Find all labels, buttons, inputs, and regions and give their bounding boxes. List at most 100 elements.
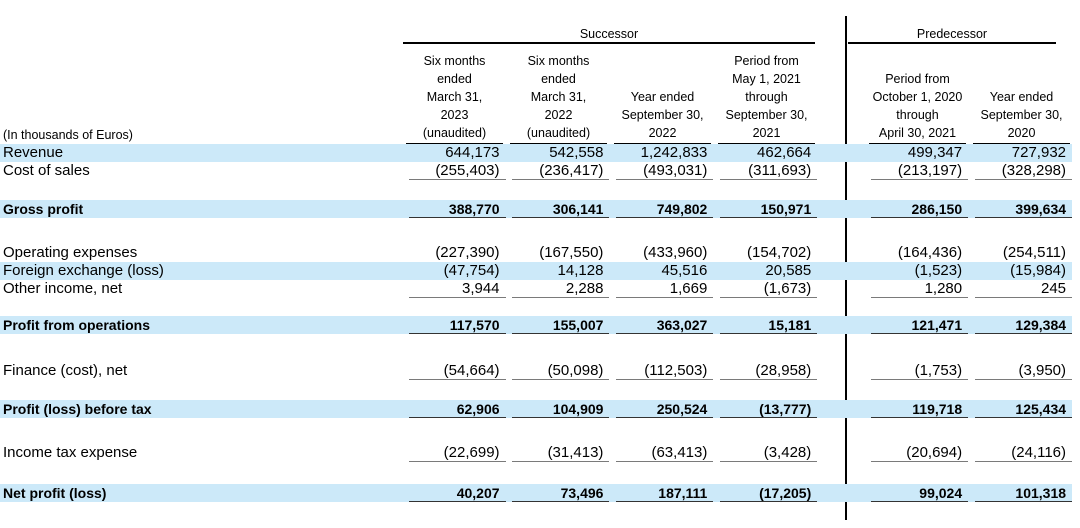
value-cell: 388,770 (402, 200, 506, 218)
cell-value: (1,753) (871, 362, 969, 380)
column-header-cell: Six months ended March 31, 2022 (unaudit… (503, 52, 607, 144)
value-cell: (15,984) (968, 262, 1072, 280)
value-cell: (213,197) (864, 162, 969, 180)
cell-value: 1,669 (616, 280, 714, 298)
group-header-predecessor: Predecessor (848, 26, 1056, 44)
cell-value: (31,413) (512, 444, 610, 462)
column-header: Period from May 1, 2021 through Septembe… (718, 52, 815, 144)
cell-value: (311,693) (720, 162, 818, 180)
cell-value: (328,298) (975, 162, 1073, 180)
value-cell: 462,664 (713, 144, 817, 162)
value-cell: 250,524 (609, 400, 714, 418)
cell-value: (213,197) (871, 162, 969, 180)
column-header-cell: Year ended September 30, 2020 (966, 88, 1070, 144)
cell-value: (22,699) (408, 444, 506, 462)
row-label: Cost of sales (3, 162, 90, 179)
value-cell: (167,550) (506, 244, 610, 262)
cell-value: (50,098) (512, 362, 610, 380)
cell-value: (17,205) (720, 484, 818, 502)
column-header-cell: Six months ended March 31, 2023 (unaudit… (399, 52, 503, 144)
cell-value: 119,718 (871, 400, 969, 418)
cell-value: 45,516 (661, 262, 708, 279)
cell-value: 250,524 (616, 400, 714, 418)
cell-value: 399,634 (975, 200, 1073, 218)
cell-value: 245 (975, 280, 1073, 298)
value-cell: (164,436) (864, 244, 968, 262)
cell-value: 727,932 (1011, 144, 1067, 161)
value-cell: (311,693) (713, 162, 818, 180)
unit-note-cell: (In thousands of Euros) (0, 126, 399, 144)
cell-value: 104,909 (512, 400, 610, 418)
value-cell: (328,298) (968, 162, 1073, 180)
value-cell: 119,718 (864, 400, 969, 418)
table-row-operating-expenses: Operating expenses (227,390) (167,550) (… (0, 244, 1072, 262)
value-cell: (47,754) (402, 262, 506, 280)
row-label: Profit (loss) before tax (3, 401, 152, 417)
value-cell: 150,971 (713, 200, 818, 218)
value-cell: (31,413) (506, 444, 610, 462)
table-row-foreign-exchange: Foreign exchange (loss) (47,754) 14,128 … (0, 262, 1072, 280)
row-label: Operating expenses (3, 244, 138, 261)
value-cell: 101,318 (968, 484, 1073, 502)
value-cell: (24,116) (968, 444, 1073, 462)
value-cell: 499,347 (864, 144, 968, 162)
value-cell: 749,802 (609, 200, 714, 218)
column-header: Year ended September 30, 2020 (973, 88, 1070, 144)
cell-value: 73,496 (512, 484, 610, 502)
cell-value: (433,960) (643, 244, 708, 261)
row-label: Other income, net (3, 280, 123, 297)
value-cell: 306,141 (506, 200, 610, 218)
value-cell: (1,523) (864, 262, 968, 280)
cell-value: (254,511) (1002, 244, 1067, 261)
cell-value: 542,558 (549, 144, 604, 161)
value-cell: 187,111 (609, 484, 714, 502)
value-cell: 45,516 (609, 262, 713, 280)
value-cell: 121,471 (864, 316, 969, 334)
cell-value: 749,802 (616, 200, 714, 218)
cell-value: 499,347 (907, 144, 963, 161)
cell-value: (1,673) (720, 280, 818, 298)
value-cell: 644,173 (402, 144, 506, 162)
cell-value: 388,770 (408, 200, 506, 218)
cell-value: (47,754) (443, 262, 500, 279)
value-cell: (50,098) (506, 362, 610, 380)
value-cell: (1,753) (864, 362, 969, 380)
cell-value: (28,958) (720, 362, 818, 380)
table-row-revenue: Revenue 644,173 542,558 1,242,833 462,66… (0, 144, 1072, 162)
cell-value: (20,694) (871, 444, 969, 462)
cell-value: (164,436) (897, 244, 963, 261)
value-cell: (3,950) (968, 362, 1073, 380)
column-header-cell: Year ended September 30, 2022 (607, 88, 711, 144)
value-cell: (28,958) (713, 362, 818, 380)
cell-value: 155,007 (512, 316, 610, 334)
cell-value: 101,318 (975, 484, 1073, 502)
row-label: Foreign exchange (loss) (3, 262, 164, 279)
value-cell: (13,777) (713, 400, 818, 418)
cell-value: 40,207 (408, 484, 506, 502)
value-cell: 2,288 (506, 280, 610, 298)
cell-value: 125,434 (975, 400, 1073, 418)
cell-value: 3,944 (408, 280, 506, 298)
table-row-profit-before-tax: Profit (loss) before tax 62,906 104,909 … (0, 400, 1073, 418)
cell-value: 20,585 (765, 262, 812, 279)
value-cell: (255,403) (402, 162, 506, 180)
cell-value: (167,550) (539, 244, 604, 261)
value-cell: (20,694) (864, 444, 969, 462)
table-row-finance-cost: Finance (cost), net (54,664) (50,098) (1… (0, 362, 1073, 380)
value-cell: (236,417) (506, 162, 610, 180)
cell-value: 363,027 (616, 316, 714, 334)
cell-value: (3,950) (975, 362, 1073, 380)
row-label: Finance (cost), net (3, 362, 128, 379)
cell-value: (1,523) (914, 262, 963, 279)
table-row-profit-from-operations: Profit from operations 117,570 155,007 3… (0, 316, 1073, 334)
value-cell: (63,413) (609, 444, 714, 462)
value-cell: 129,384 (968, 316, 1073, 334)
cell-value: (112,503) (616, 362, 714, 380)
value-cell: (17,205) (713, 484, 818, 502)
value-cell: 3,944 (402, 280, 506, 298)
value-cell: (493,031) (609, 162, 714, 180)
cell-value: (3,428) (720, 444, 818, 462)
table-row-income-tax: Income tax expense (22,699) (31,413) (63… (0, 444, 1073, 462)
unit-note: (In thousands of Euros) (3, 128, 133, 142)
cell-value: (54,664) (408, 362, 506, 380)
